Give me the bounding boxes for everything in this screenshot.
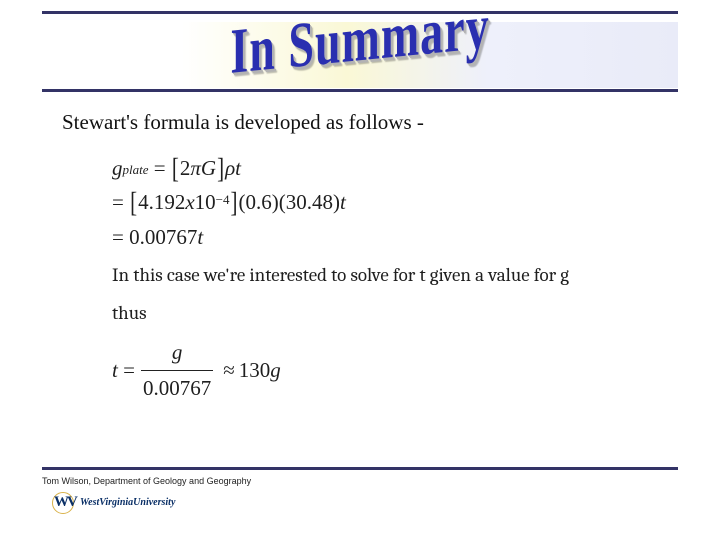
header-band: In Summary	[42, 22, 678, 88]
var-g: g	[112, 153, 123, 183]
wvu-monogram: WV	[52, 492, 74, 514]
math-block: g plate = [ 2πG ] ρt = [ 4.192 x 10 −4 ]…	[112, 153, 658, 403]
footer-rule	[42, 467, 678, 470]
right-bracket: ]	[217, 148, 224, 189]
coeff-4192: 4.192	[138, 187, 185, 217]
footer: Tom Wilson, Department of Geology and Ge…	[42, 467, 678, 514]
wvu-wordmark: WestVirginiaUniversity	[80, 498, 175, 508]
equation-line-2: = [ 4.192 x 10 −4 ] (0.6) (30.48) t	[112, 187, 658, 217]
lead-text: Stewart's formula is developed as follow…	[62, 110, 658, 135]
rho-t: ρt	[225, 153, 241, 183]
equation-line-1: g plate = [ 2πG ] ρt	[112, 153, 658, 183]
left-bracket: [	[172, 148, 179, 189]
footer-credit: Tom Wilson, Department of Geology and Ge…	[42, 476, 678, 486]
note-line-2: thus	[112, 300, 658, 328]
left-bracket: [	[130, 182, 137, 223]
fraction-numerator: g	[166, 337, 189, 369]
title-wordart: In Summary	[230, 0, 489, 88]
equals: =	[112, 187, 129, 217]
equals: =	[149, 153, 171, 183]
wvu-logo: WV WestVirginiaUniversity	[52, 492, 678, 514]
factor-06: (0.6)	[239, 187, 279, 217]
note-line-1: In this case we're interested to solve f…	[112, 262, 658, 290]
equation-line-3: = 0.00767t	[112, 222, 658, 252]
content-area: Stewart's formula is developed as follow…	[62, 110, 658, 407]
factor-3048: (30.48)	[279, 187, 340, 217]
right-bracket: ]	[231, 182, 238, 223]
final-lhs: t =	[112, 355, 135, 385]
final-rhs: 130g	[239, 355, 281, 385]
tail-t: t	[340, 187, 346, 217]
mult-x: x	[185, 187, 194, 217]
line3-text: = 0.00767t	[112, 222, 203, 252]
equation-final: t = g 0.00767 ≈ 130g	[112, 337, 658, 403]
subscript-plate: plate	[123, 161, 149, 180]
bracket-content-1: 2πG	[180, 153, 216, 183]
wvu-monogram-text: WV	[54, 494, 76, 511]
fraction: g 0.00767	[141, 337, 213, 403]
approx-symbol: ≈	[223, 355, 235, 385]
fraction-denominator: 0.00767	[141, 370, 213, 403]
slide: In Summary Stewart's formula is develope…	[0, 0, 720, 540]
base-10: 10	[195, 187, 216, 217]
wvu-name: WestVirginiaUniversity	[80, 498, 175, 508]
exp-neg4: −4	[216, 191, 230, 210]
